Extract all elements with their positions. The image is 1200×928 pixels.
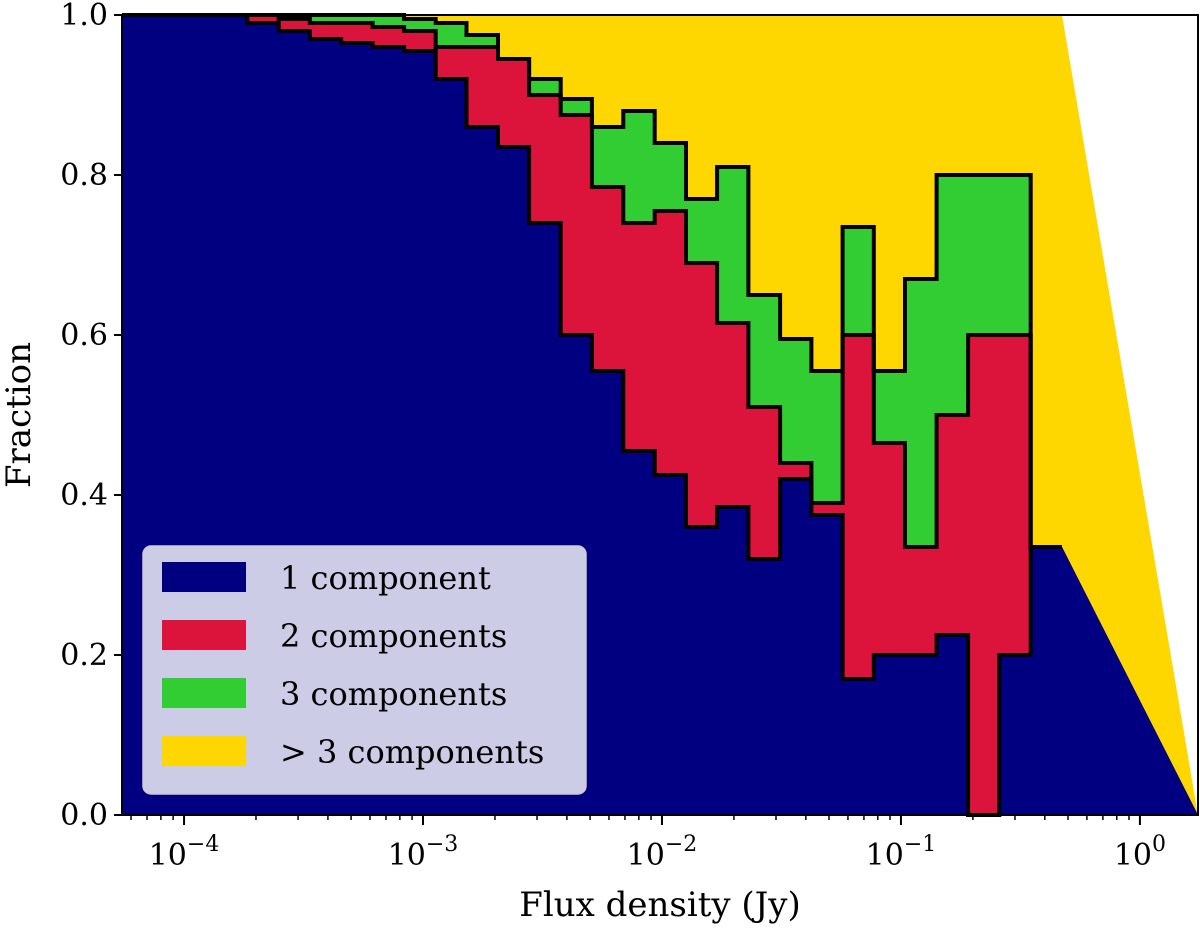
y-tick-label: 0.6: [60, 318, 108, 353]
x-tick-label: 10−2: [627, 832, 698, 873]
y-tick-label: 0.0: [60, 798, 108, 833]
legend: 1 component 2 components 3 components > 3 c…: [142, 545, 587, 795]
legend-label-3-components: > 3 components: [280, 733, 544, 771]
y-tick-label: 0.4: [60, 478, 108, 513]
x-axis-ticks: 10−4 10−3 10−2 10−1 100: [130, 815, 1166, 873]
x-tick-label: 100: [1114, 832, 1166, 873]
legend-swatch-3-components: [162, 678, 246, 708]
legend-swatch-3-components: [162, 736, 246, 766]
legend-label-1-component: 1 component: [280, 559, 491, 597]
y-tick-label: 0.2: [60, 638, 108, 673]
y-tick-label: 1.0: [60, 0, 108, 33]
x-axis-title: Flux density (Jy): [519, 885, 801, 925]
y-tick-label: 0.8: [60, 158, 108, 193]
boundary-1-component: [122, 13, 1062, 817]
legend-frame: [142, 545, 587, 795]
y-axis-title: Fraction: [0, 342, 39, 488]
x-tick-label: 10−1: [866, 832, 937, 873]
legend-label-3-components: 3 components: [280, 675, 507, 713]
x-tick-label: 10−3: [388, 832, 459, 873]
x-tick-label: 10−4: [149, 832, 220, 873]
boundary-2-components: [122, 13, 1062, 549]
legend-swatch-1-component: [162, 562, 246, 592]
plot-frame: [121, 14, 1199, 816]
legend-label-2-components: 2 components: [280, 617, 507, 655]
legend-swatch-2-components: [162, 620, 246, 650]
y-axis-ticks: 0.0 0.2 0.4 0.6 0.8 1.0: [60, 0, 122, 833]
